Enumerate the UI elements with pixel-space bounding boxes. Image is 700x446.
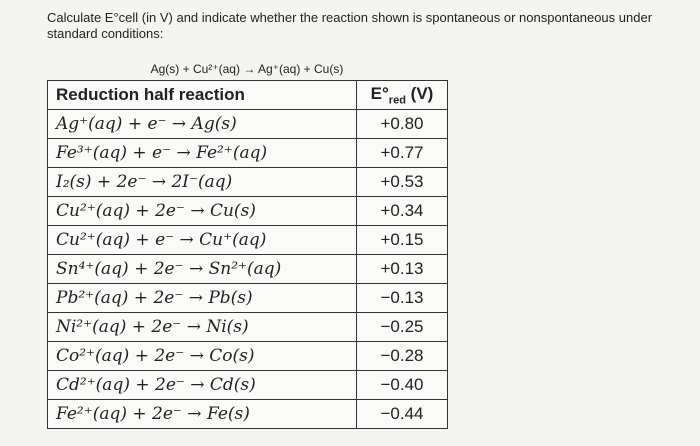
half-reaction: Co²⁺(aq) + 2e⁻ → Co(s) — [47, 341, 357, 371]
symbol: E° — [370, 83, 389, 103]
half-reaction: Cu²⁺(aq) + e⁻ → Cu⁺(aq) — [47, 225, 357, 255]
half-reaction: Fe³⁺(aq) + e⁻ → Fe²⁺(aq) — [47, 138, 357, 168]
potential: +0.53 — [356, 167, 448, 197]
header-cell: Reduction half reaction — [47, 80, 357, 110]
table-row: Cd²⁺(aq) + 2e⁻ → Cd(s) −0.40 — [47, 370, 448, 400]
half-reaction: Pb²⁺(aq) + 2e⁻ → Pb(s) — [47, 283, 357, 313]
question: Calculate E°cell (in V) and indicate whe… — [47, 10, 653, 41]
table-row: Cu²⁺(aq) + e⁻ → Cu⁺(aq) +0.15 — [47, 225, 448, 255]
table-row: Ni²⁺(aq) + 2e⁻ → Ni(s) −0.25 — [47, 312, 448, 342]
header-cell: E°red (V) — [356, 80, 448, 110]
header-row: Reduction half reaction E°red (V) — [47, 80, 448, 110]
table-row: Ag⁺(aq) + e⁻ → Ag(s) +0.80 — [47, 109, 448, 139]
unit: (V) — [410, 83, 434, 103]
potential: +0.80 — [356, 109, 448, 139]
table-row: Fe²⁺(aq) + 2e⁻ → Fe(s) −0.44 — [47, 399, 448, 429]
table-row: Co²⁺(aq) + 2e⁻ → Co(s) −0.28 — [47, 341, 448, 371]
half-reaction: Sn⁴⁺(aq) + 2e⁻ → Sn²⁺(aq) — [47, 254, 357, 284]
table-body: Ag⁺(aq) + e⁻ → Ag(s) +0.80 Fe³⁺(aq) + e⁻ →… — [47, 109, 448, 429]
half-reaction: Cd²⁺(aq) + 2e⁻ → Cd(s) — [47, 370, 357, 400]
potential: −0.13 — [356, 283, 448, 313]
table-row: Sn⁴⁺(aq) + 2e⁻ → Sn²⁺(aq) +0.13 — [47, 254, 448, 284]
table-row: Fe³⁺(aq) + e⁻ → Fe²⁺(aq) +0.77 — [47, 138, 448, 168]
potential: −0.44 — [356, 399, 448, 429]
potential: +0.77 — [356, 138, 448, 168]
potential: −0.40 — [356, 370, 448, 400]
half-reaction: Ni²⁺(aq) + 2e⁻ → Ni(s) — [47, 312, 357, 342]
reaction: Ag(s) + Cu²⁺(aq) → Ag⁺(aq) + Cu(s) — [150, 62, 344, 76]
half-reaction: Cu²⁺(aq) + 2e⁻ → Cu(s) — [47, 196, 357, 226]
potential: +0.15 — [356, 225, 448, 255]
table-row: Pb²⁺(aq) + 2e⁻ → Pb(s) −0.13 — [47, 283, 448, 313]
potential: +0.34 — [356, 196, 448, 226]
table-row: I₂(s) + 2e⁻ → 2I⁻(aq) +0.53 — [47, 167, 448, 197]
table-row: Cu²⁺(aq) + 2e⁻ → Cu(s) +0.34 — [47, 196, 448, 226]
subscript: red — [388, 94, 406, 107]
half-reaction: I₂(s) + 2e⁻ → 2I⁻(aq) — [47, 167, 357, 197]
potential: +0.13 — [356, 254, 448, 284]
half-reaction: Ag⁺(aq) + e⁻ → Ag(s) — [47, 109, 357, 139]
half-reaction: Fe²⁺(aq) + 2e⁻ → Fe(s) — [47, 399, 357, 429]
potential: −0.25 — [356, 312, 448, 342]
potential: −0.28 — [356, 341, 448, 371]
potential-table: Reduction half reaction E°red (V) Ag⁺(aq… — [47, 80, 448, 429]
